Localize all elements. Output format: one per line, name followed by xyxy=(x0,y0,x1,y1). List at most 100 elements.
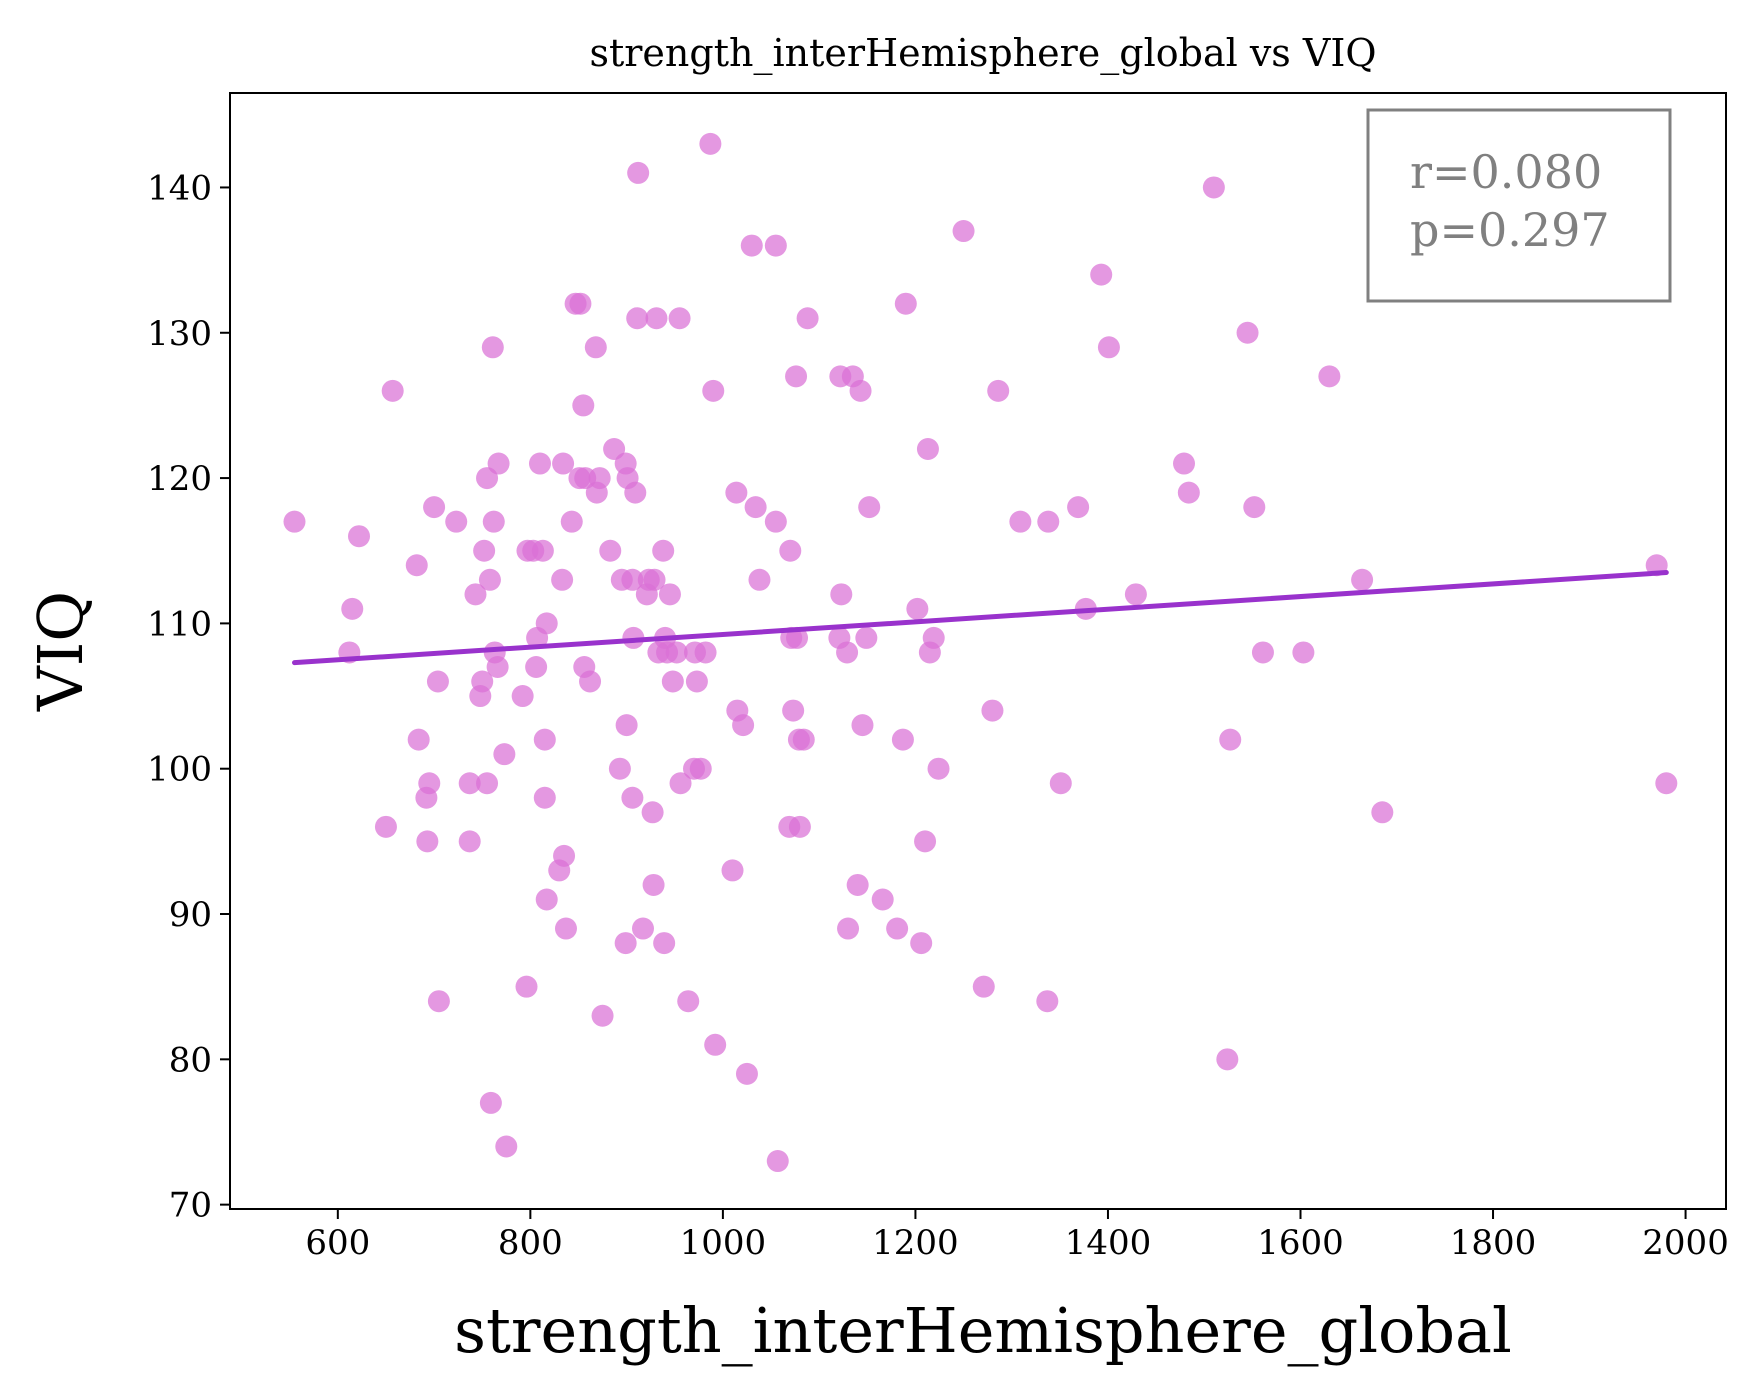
data-point xyxy=(906,597,929,620)
data-point xyxy=(479,1091,502,1114)
x-tick-label: 1800 xyxy=(1450,1223,1537,1263)
y-ticks: 70 80 90 100 110 120 130 140 xyxy=(147,168,230,1226)
data-point xyxy=(668,307,691,330)
data-point xyxy=(658,583,681,606)
x-ticks: 600 800 1000 1200 1400 1600 1800 2000 xyxy=(305,1209,1729,1263)
data-point xyxy=(689,757,712,780)
data-point xyxy=(1124,583,1147,606)
data-point xyxy=(591,1004,614,1027)
data-point xyxy=(894,292,917,315)
data-point xyxy=(653,932,676,955)
data-point xyxy=(643,568,666,591)
data-point xyxy=(886,917,909,940)
y-tick-label: 120 xyxy=(147,459,212,499)
data-point xyxy=(405,554,428,577)
data-point xyxy=(972,975,995,998)
points-layer xyxy=(283,132,1678,1173)
data-point xyxy=(704,1033,727,1056)
data-point xyxy=(627,161,650,184)
x-tick-label: 2000 xyxy=(1642,1223,1729,1263)
data-point xyxy=(614,932,637,955)
data-point xyxy=(721,859,744,882)
data-point xyxy=(495,1135,518,1158)
data-point xyxy=(849,379,872,402)
data-point xyxy=(374,815,397,838)
data-point xyxy=(608,757,631,780)
data-point xyxy=(476,772,499,795)
y-tick-label: 100 xyxy=(147,750,212,790)
data-point xyxy=(599,539,622,562)
data-point xyxy=(785,365,808,388)
y-tick-label: 130 xyxy=(147,314,212,354)
data-point xyxy=(1318,365,1341,388)
data-point xyxy=(732,714,755,737)
data-point xyxy=(871,888,894,911)
data-point xyxy=(511,685,534,708)
data-point xyxy=(553,844,576,867)
data-point xyxy=(1036,990,1059,1013)
data-point xyxy=(1655,772,1678,795)
data-point xyxy=(782,699,805,722)
x-axis-label: strength_interHemisphere_global xyxy=(454,1294,1512,1367)
data-point xyxy=(1351,568,1374,591)
data-point xyxy=(531,539,554,562)
data-point xyxy=(851,714,874,737)
x-tick-label: 1600 xyxy=(1257,1223,1344,1263)
data-point xyxy=(1049,772,1072,795)
data-point xyxy=(766,1150,789,1173)
y-tick-label: 80 xyxy=(169,1040,212,1080)
data-point xyxy=(487,452,510,475)
data-point xyxy=(535,612,558,635)
data-point xyxy=(725,481,748,504)
data-point xyxy=(1292,641,1315,664)
data-point xyxy=(779,539,802,562)
data-point xyxy=(702,379,725,402)
data-point xyxy=(910,932,933,955)
data-point xyxy=(740,234,763,257)
data-point xyxy=(748,568,771,591)
data-point xyxy=(661,670,684,693)
data-point xyxy=(486,655,509,678)
data-point xyxy=(744,496,767,519)
y-tick-label: 90 xyxy=(169,895,212,935)
y-tick-label: 70 xyxy=(169,1186,212,1226)
data-point xyxy=(533,728,556,751)
data-point xyxy=(1177,481,1200,504)
data-point xyxy=(764,234,787,257)
data-point xyxy=(347,525,370,548)
data-point xyxy=(922,626,945,649)
data-point xyxy=(621,786,644,809)
data-point xyxy=(1243,496,1266,519)
y-axis-label: VIQ xyxy=(24,591,97,712)
data-point xyxy=(1236,321,1259,344)
x-tick-label: 600 xyxy=(305,1223,370,1263)
data-point xyxy=(735,1062,758,1085)
data-point xyxy=(482,510,505,533)
y-tick-label: 110 xyxy=(147,604,212,644)
data-point xyxy=(458,830,481,853)
data-point xyxy=(699,132,722,155)
data-point xyxy=(694,641,717,664)
data-point xyxy=(535,888,558,911)
data-point xyxy=(1009,510,1032,533)
x-tick-label: 1200 xyxy=(872,1223,959,1263)
data-point xyxy=(685,670,708,693)
x-tick-label: 1000 xyxy=(680,1223,767,1263)
data-point xyxy=(858,496,881,519)
data-point xyxy=(788,815,811,838)
data-point xyxy=(493,743,516,766)
data-point xyxy=(473,539,496,562)
data-point xyxy=(515,975,538,998)
stats-annotation: r=0.080 p=0.297 xyxy=(1366,108,1672,303)
data-point xyxy=(837,917,860,940)
data-point xyxy=(1090,263,1113,286)
data-point xyxy=(641,801,664,824)
fit-line-layer xyxy=(291,570,1669,666)
data-point xyxy=(525,655,548,678)
data-point xyxy=(407,728,430,751)
data-point xyxy=(1173,452,1196,475)
x-tick-label: 1400 xyxy=(1065,1223,1152,1263)
data-point xyxy=(891,728,914,751)
data-point xyxy=(569,292,592,315)
